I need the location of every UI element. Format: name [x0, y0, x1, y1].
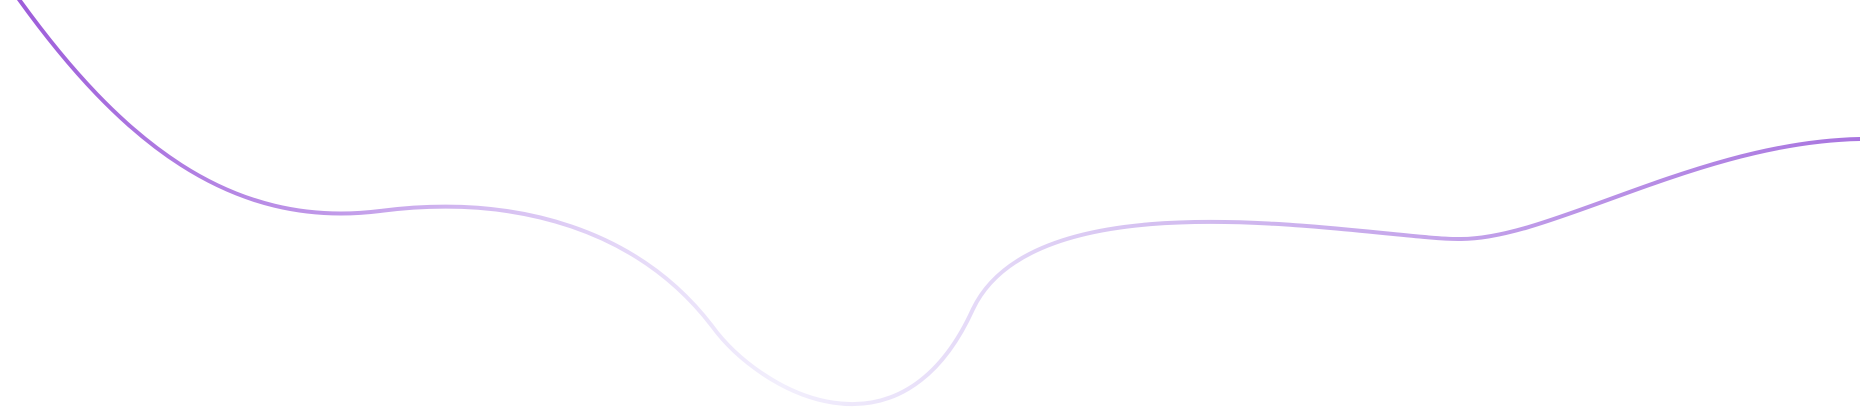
wave-path	[16, 0, 1860, 407]
